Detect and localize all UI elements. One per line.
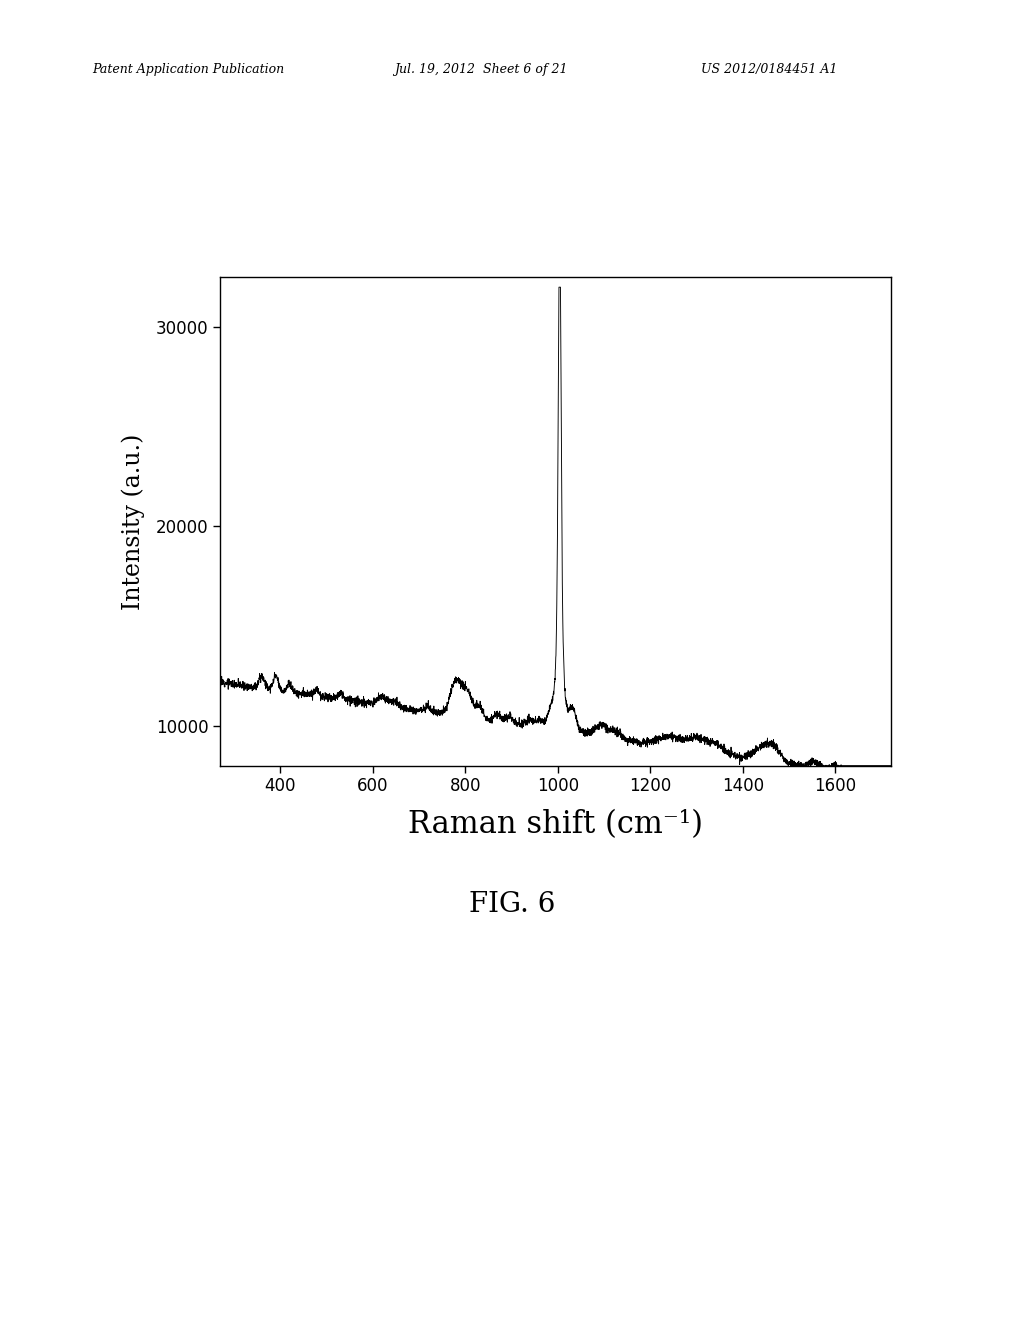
Text: Jul. 19, 2012  Sheet 6 of 21: Jul. 19, 2012 Sheet 6 of 21	[394, 62, 567, 75]
Text: US 2012/0184451 A1: US 2012/0184451 A1	[701, 62, 838, 75]
Y-axis label: Intensity (a.u.): Intensity (a.u.)	[121, 433, 144, 610]
Text: Patent Application Publication: Patent Application Publication	[92, 62, 285, 75]
Text: FIG. 6: FIG. 6	[469, 891, 555, 917]
X-axis label: Raman shift (cm⁻¹): Raman shift (cm⁻¹)	[408, 809, 703, 841]
